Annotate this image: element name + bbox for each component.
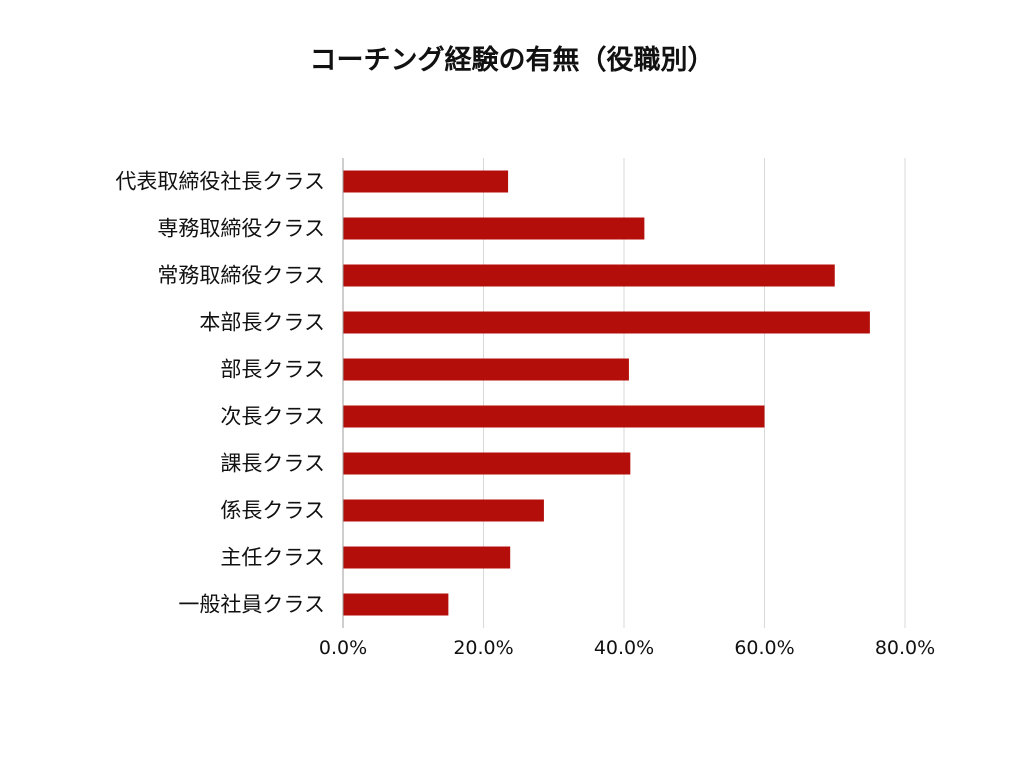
category-label: 一般社員クラス bbox=[178, 593, 325, 617]
category-label: 次長クラス bbox=[220, 405, 325, 429]
bar bbox=[343, 499, 544, 522]
x-tick-label: 0.0% bbox=[319, 637, 367, 659]
bar bbox=[343, 311, 870, 334]
bar bbox=[343, 405, 765, 428]
category-label: 課長クラス bbox=[220, 452, 325, 476]
bar bbox=[343, 358, 629, 381]
x-tick-label: 80.0% bbox=[875, 637, 935, 659]
x-tick-labels: 0.0% 20.0% 40.0% 60.0% 80.0% bbox=[319, 637, 935, 659]
category-label: 専務取締役クラス bbox=[157, 217, 325, 241]
bar bbox=[343, 593, 449, 616]
category-label: 代表取締役社長クラス bbox=[115, 170, 325, 194]
chart-title: コーチング経験の有無（役職別） bbox=[309, 45, 715, 76]
bar bbox=[343, 452, 631, 475]
bar bbox=[343, 264, 835, 287]
bar bbox=[343, 217, 645, 240]
x-tick-label: 20.0% bbox=[453, 637, 513, 659]
x-tick-label: 40.0% bbox=[594, 637, 654, 659]
category-labels: 代表取締役社長クラス専務取締役クラス常務取締役クラス本部長クラス部長クラス次長ク… bbox=[115, 170, 325, 617]
category-label: 部長クラス bbox=[220, 358, 325, 382]
category-label: 係長クラス bbox=[220, 499, 325, 523]
category-label: 常務取締役クラス bbox=[157, 264, 325, 288]
x-tick-label: 60.0% bbox=[734, 637, 794, 659]
bar bbox=[343, 546, 511, 569]
bar bbox=[343, 170, 509, 193]
bars bbox=[343, 170, 870, 616]
category-label: 主任クラス bbox=[220, 546, 325, 570]
category-label: 本部長クラス bbox=[199, 311, 325, 335]
